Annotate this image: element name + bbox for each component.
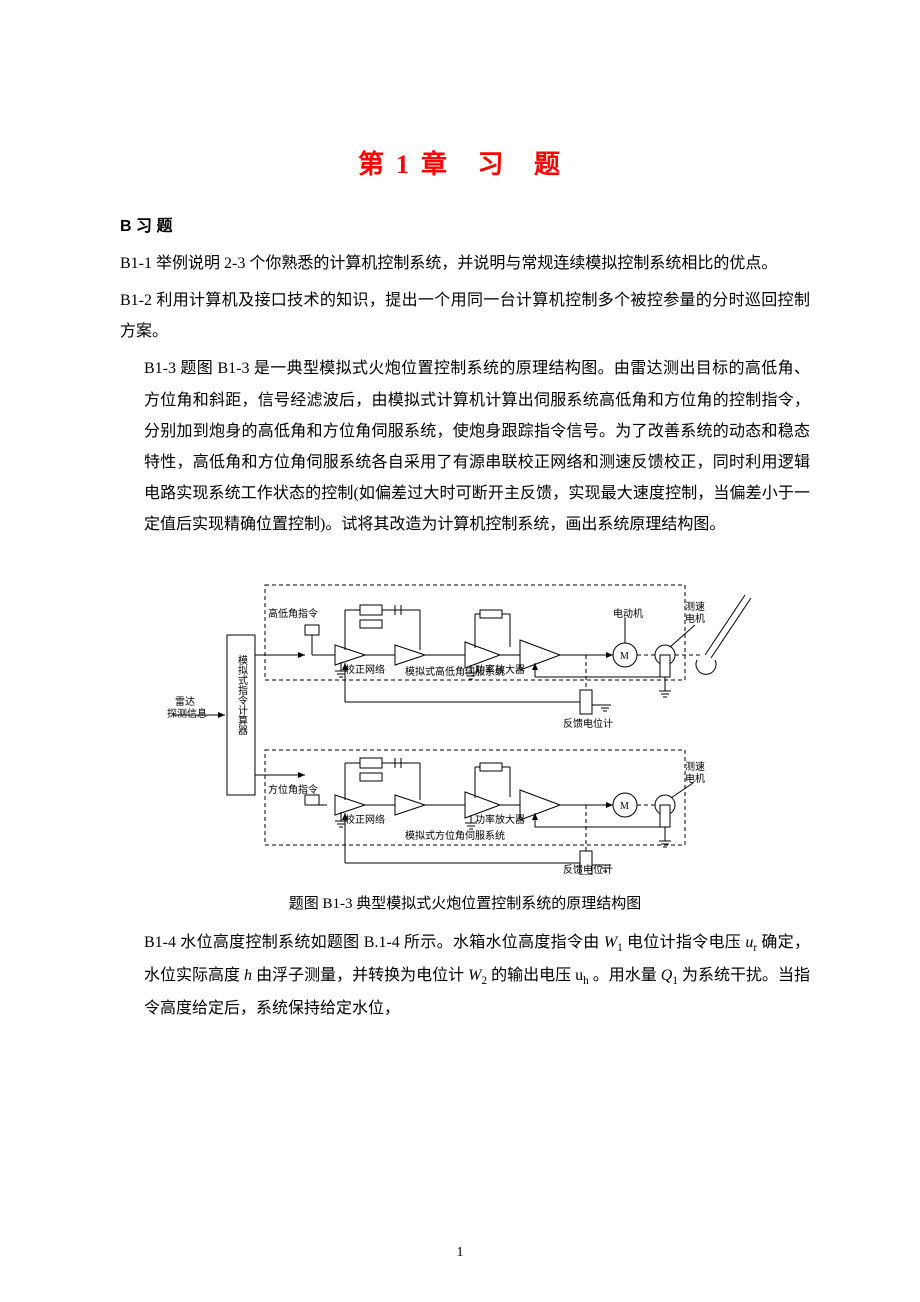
problem-b1-2: B1-2 利用计算机及接口技术的知识，提出一个用同一台计算机控制多个被控参量的分… xyxy=(120,285,810,347)
problem-b1-1: B1-1 举例说明 2-3 个你熟悉的计算机控制系统，并说明与常规连续模拟控制系… xyxy=(120,248,810,279)
computer-label: 模拟式指令计算器 xyxy=(236,654,248,735)
page: 第1章 习 题 B 习 题 B1-1 举例说明 2-3 个你熟悉的计算机控制系统… xyxy=(0,0,920,1302)
fb-pot-label: 反馈电位计 xyxy=(563,717,613,730)
power-amp-label: 功率放大器 xyxy=(475,663,525,676)
problem-b1-3: B1-3 题图 B1-3 是一典型模拟式火炮位置控制系统的原理结构图。由雷达测出… xyxy=(120,353,810,540)
azimuth-servo: 模拟式方位角伺服系统 方位角指令 校正网络 xyxy=(255,750,708,875)
chapter-title: 第1章 习 题 xyxy=(120,140,810,191)
figure-caption: 题图 B1-3 典型模拟式火炮位置控制系统的原理结构图 xyxy=(120,890,810,919)
corr-net-label: 校正网络 xyxy=(345,663,385,676)
svg-text:M: M xyxy=(620,651,629,662)
svg-text:测速 电机: 测速 电机 xyxy=(685,760,708,785)
section-head: B 习 题 xyxy=(120,211,810,242)
diagram-svg: 雷达 探测信息 模拟式指令计算器 模拟式高低角伺服系统 高低角指令 xyxy=(165,555,765,875)
tach-label: 测速 电机 xyxy=(685,600,708,625)
motor-label: 电动机 xyxy=(613,607,643,620)
page-number: 1 xyxy=(0,1239,920,1266)
figure-b1-3: 雷达 探测信息 模拟式指令计算器 模拟式高低角伺服系统 高低角指令 xyxy=(165,555,765,886)
elevation-servo: 模拟式高低角伺服系统 高低角指令 xyxy=(255,585,751,730)
svg-text:校正网络: 校正网络 xyxy=(345,813,385,826)
svg-text:M: M xyxy=(620,801,629,812)
problem-b1-4: B1-4 水位高度控制系统如题图 B.1-4 所示。水箱水位高度指令由 W1 电… xyxy=(120,927,810,1024)
svg-text:功率放大器: 功率放大器 xyxy=(475,813,525,826)
azim-servo-label: 模拟式方位角伺服系统 xyxy=(405,829,505,842)
radar-label: 雷达 探测信息 xyxy=(167,696,207,720)
svg-text:反馈电位计: 反馈电位计 xyxy=(563,863,613,875)
azim-cmd-label: 方位角指令 xyxy=(268,783,318,796)
elev-cmd-label: 高低角指令 xyxy=(268,607,318,620)
